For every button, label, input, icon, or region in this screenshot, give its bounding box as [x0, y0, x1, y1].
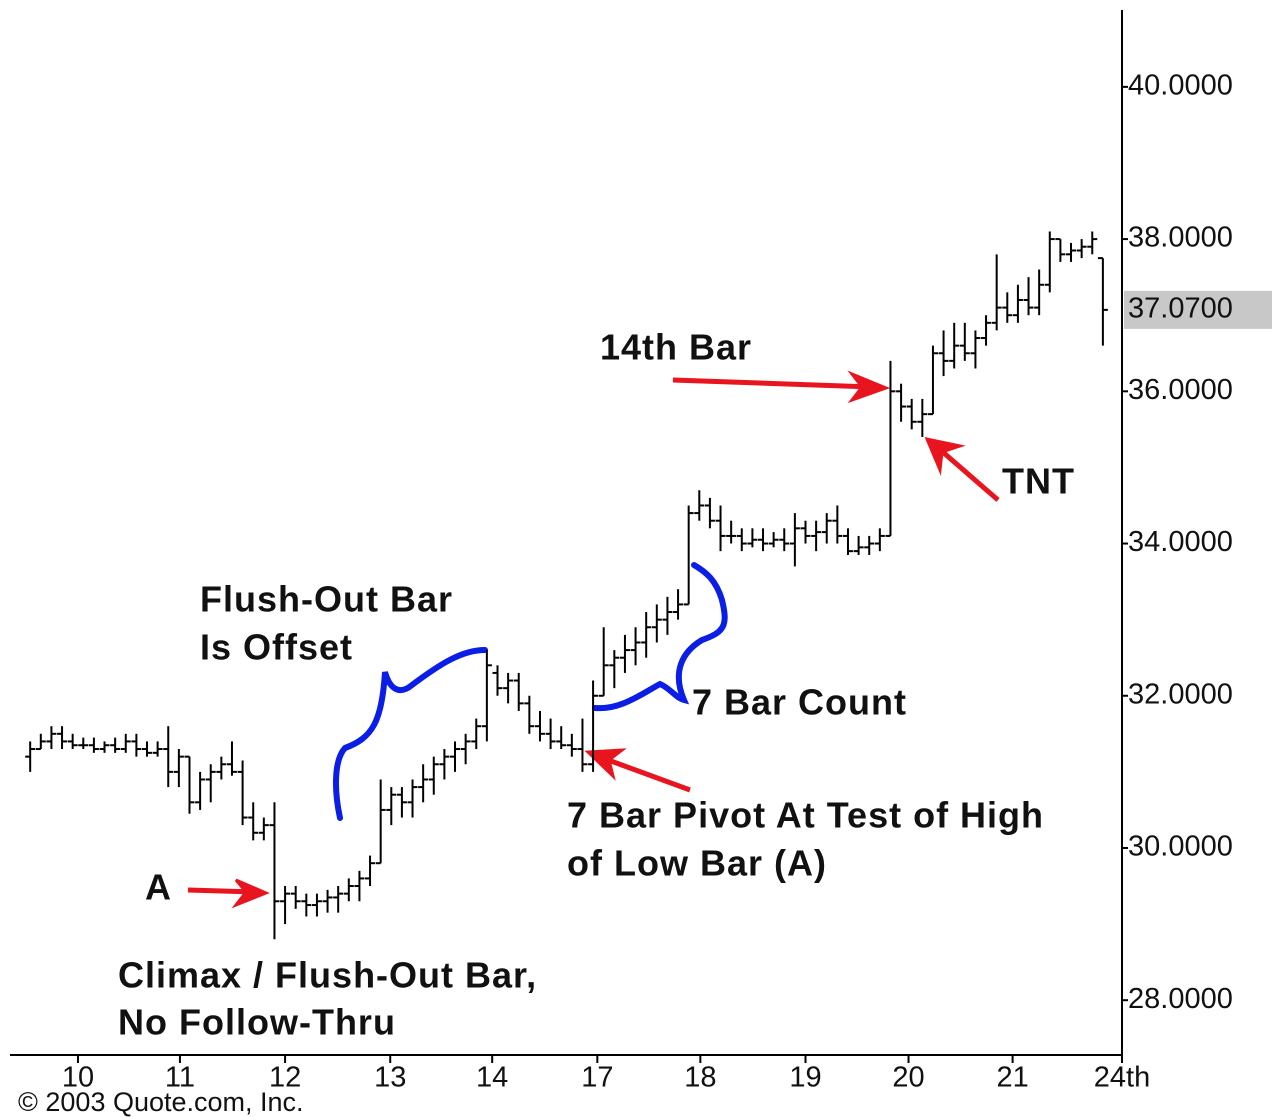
y-tick-label: 28.0000: [1128, 983, 1233, 1015]
y-tick-label: 40.0000: [1128, 70, 1233, 102]
y-tick-label: 30.0000: [1128, 831, 1233, 863]
x-tick-label: 10: [62, 1062, 94, 1094]
arrow-14th: [672, 377, 873, 390]
x-tick-label: 19: [789, 1062, 821, 1094]
copyright: © 2003 Quote.com, Inc.: [18, 1087, 304, 1117]
annotation: 7 Bar Count: [692, 682, 907, 723]
y-tick-label: 32.0000: [1128, 678, 1233, 710]
arrow-pivot: [599, 754, 691, 793]
x-tick-label: 14: [476, 1062, 508, 1094]
y-tick-label: 36.0000: [1128, 374, 1233, 406]
red-arrows: [187, 370, 1000, 909]
x-tick-label: 12: [269, 1062, 301, 1094]
blue-curves: [332, 562, 728, 821]
annotation: of Low Bar (A): [567, 843, 827, 884]
arrow-tnt-head: [924, 436, 966, 476]
annotation: TNT: [1002, 461, 1075, 502]
annotation: 7 Bar Pivot At Test of High: [567, 795, 1044, 836]
arrow-a-head: [231, 878, 270, 909]
bar-count-curve: [592, 562, 728, 712]
annotation: Climax / Flush-Out Bar,: [118, 955, 537, 996]
arrow-pivot-head: [584, 748, 627, 781]
annotation: 14th Bar: [600, 327, 752, 368]
annotation: No Follow-Thru: [118, 1002, 396, 1043]
x-tick-label: 20: [892, 1062, 924, 1094]
arrow-tnt: [935, 445, 1000, 502]
x-tick-label: 24th: [1094, 1062, 1150, 1094]
annotation: Is Offset: [200, 627, 353, 668]
flush-out-curve: [332, 647, 488, 821]
x-tick-label: 18: [684, 1062, 716, 1094]
annotation: Flush-Out Bar: [200, 579, 453, 620]
arrow-14th-head: [847, 370, 891, 404]
y-tick-label: 34.0000: [1128, 526, 1233, 558]
x-tick-label: 17: [581, 1062, 613, 1094]
x-tick-label: 11: [165, 1062, 195, 1094]
x-tick-label: 21: [996, 1062, 1028, 1094]
y-tick-label: 38.0000: [1128, 222, 1233, 254]
x-tick-label: 13: [374, 1062, 406, 1094]
last-price-label: 37.0700: [1128, 293, 1233, 325]
annotation: A: [145, 867, 172, 908]
last-price-box: [1124, 290, 1272, 329]
